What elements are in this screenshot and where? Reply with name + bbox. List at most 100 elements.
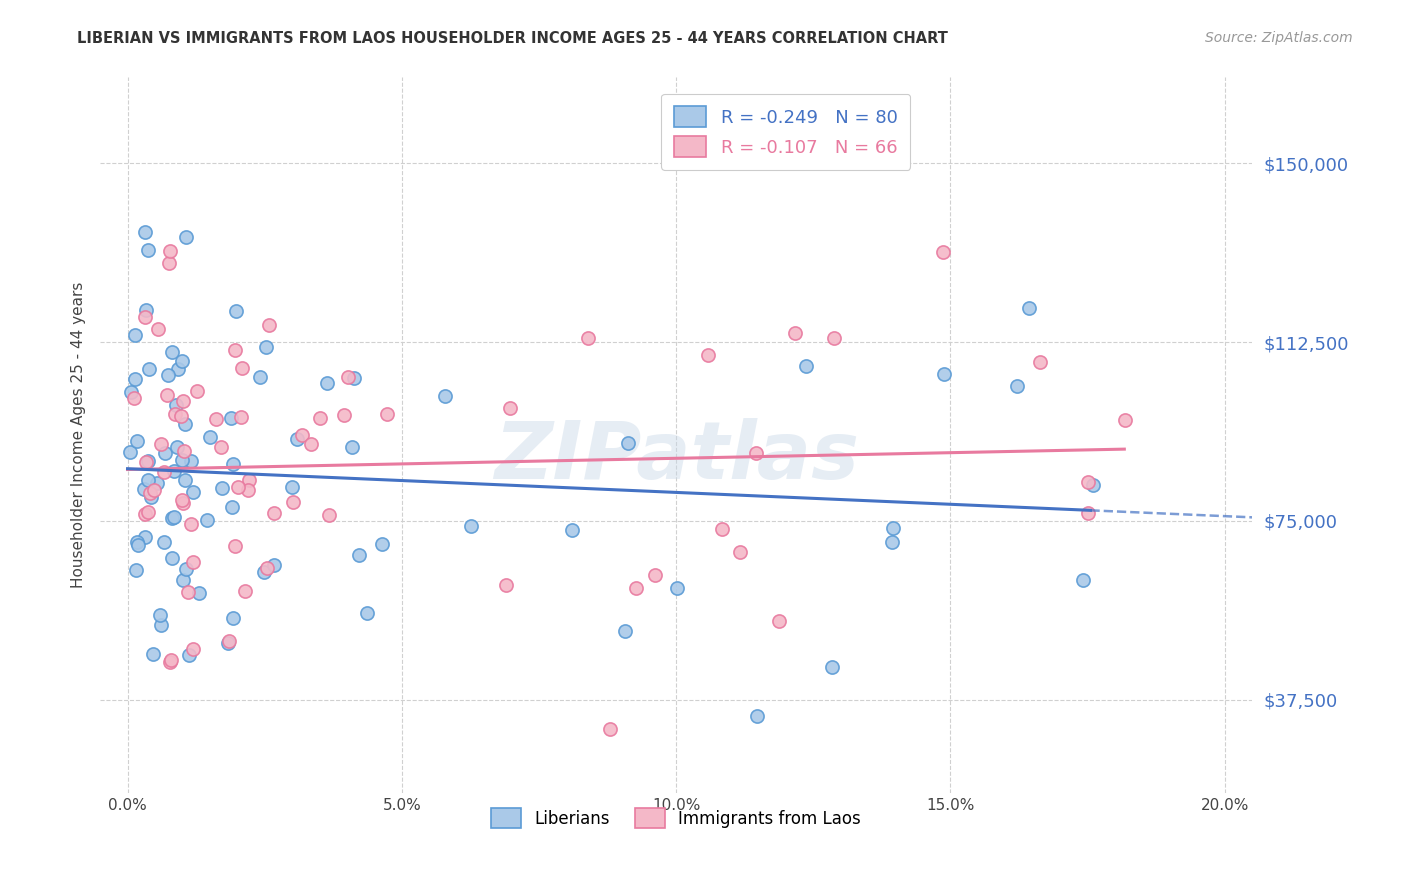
Point xyxy=(433,389,456,403)
Point xyxy=(163,510,186,524)
Point xyxy=(217,636,239,650)
Point xyxy=(165,407,187,421)
Point xyxy=(127,538,149,552)
Point xyxy=(1071,574,1094,588)
Point xyxy=(186,384,208,398)
Point xyxy=(219,411,242,425)
Point xyxy=(143,483,166,497)
Point xyxy=(148,608,170,623)
Point xyxy=(599,723,621,737)
Point xyxy=(176,562,198,576)
Point xyxy=(183,555,205,569)
Point xyxy=(614,624,637,638)
Legend: Liberians, Immigrants from Laos: Liberians, Immigrants from Laos xyxy=(485,802,868,834)
Point xyxy=(710,522,733,536)
Point xyxy=(218,634,240,648)
Point xyxy=(173,473,195,487)
Point xyxy=(932,245,955,260)
Point xyxy=(135,455,157,469)
Point xyxy=(136,454,159,468)
Point xyxy=(1077,475,1099,490)
Point xyxy=(149,618,172,632)
Point xyxy=(768,614,790,628)
Text: LIBERIAN VS IMMIGRANTS FROM LAOS HOUSEHOLDER INCOME AGES 25 - 44 YEARS CORRELATI: LIBERIAN VS IMMIGRANTS FROM LAOS HOUSEHO… xyxy=(77,31,948,46)
Point xyxy=(159,655,181,669)
Point xyxy=(229,410,252,425)
Point xyxy=(187,586,209,600)
Point xyxy=(222,457,245,471)
Point xyxy=(134,225,156,239)
Point xyxy=(340,440,363,454)
Point xyxy=(231,360,253,375)
Point xyxy=(1005,379,1028,393)
Point xyxy=(138,362,160,376)
Point xyxy=(356,606,378,620)
Point xyxy=(785,326,807,341)
Point xyxy=(617,435,640,450)
Point xyxy=(257,318,280,332)
Point xyxy=(179,648,201,662)
Point xyxy=(153,465,176,479)
Point xyxy=(195,513,218,527)
Point xyxy=(1018,301,1040,315)
Point xyxy=(337,370,360,384)
Point xyxy=(221,500,243,514)
Point xyxy=(209,440,232,454)
Point xyxy=(157,256,180,270)
Point xyxy=(236,483,259,497)
Point xyxy=(1081,478,1104,492)
Point xyxy=(233,584,256,599)
Point xyxy=(299,436,322,450)
Point xyxy=(174,230,197,244)
Point xyxy=(172,453,194,467)
Point xyxy=(561,523,583,537)
Point xyxy=(495,578,517,592)
Point xyxy=(124,327,146,342)
Point xyxy=(745,708,768,723)
Point xyxy=(172,393,194,408)
Point xyxy=(1077,506,1099,520)
Point xyxy=(173,444,195,458)
Text: Source: ZipAtlas.com: Source: ZipAtlas.com xyxy=(1205,31,1353,45)
Point xyxy=(728,544,751,558)
Point xyxy=(172,496,194,510)
Point xyxy=(224,539,246,553)
Text: ZIPatlas: ZIPatlas xyxy=(494,417,859,495)
Point xyxy=(644,568,666,582)
Point xyxy=(132,483,155,497)
Point xyxy=(141,490,163,504)
Point xyxy=(253,565,276,579)
Point xyxy=(169,409,191,424)
Point xyxy=(181,485,204,500)
Point xyxy=(343,371,366,385)
Point xyxy=(160,511,183,525)
Point xyxy=(138,473,160,487)
Point xyxy=(624,581,647,595)
Point xyxy=(576,331,599,345)
Point xyxy=(225,304,247,318)
Point xyxy=(256,561,278,575)
Point xyxy=(134,507,156,521)
Point xyxy=(499,401,522,415)
Point xyxy=(142,647,165,661)
Point xyxy=(1114,412,1136,426)
Point xyxy=(149,437,172,451)
Point xyxy=(134,310,156,324)
Point xyxy=(153,446,176,460)
Point xyxy=(697,348,720,362)
Point xyxy=(291,427,314,442)
Point xyxy=(139,485,162,500)
Point xyxy=(138,243,160,257)
Point xyxy=(254,340,277,354)
Point xyxy=(181,642,204,657)
Point xyxy=(281,495,304,509)
Point xyxy=(745,445,768,459)
Point xyxy=(1028,355,1050,369)
Point xyxy=(375,407,398,421)
Point xyxy=(172,573,194,587)
Point xyxy=(125,563,148,577)
Point xyxy=(146,322,169,336)
Point xyxy=(198,430,221,444)
Point xyxy=(263,558,285,573)
Point xyxy=(205,412,228,426)
